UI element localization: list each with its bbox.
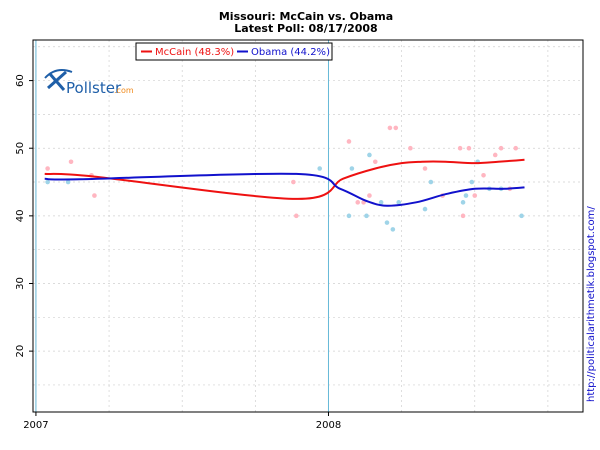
obama-poll-point: [422, 206, 428, 212]
obama-poll-point: [384, 220, 390, 225]
legend-obama-label: Obama (44.2%): [251, 47, 330, 58]
mccain-poll-point: [513, 145, 519, 151]
y-tick-label: 40: [15, 209, 26, 222]
obama-poll-point: [346, 213, 352, 219]
obama-poll-point: [469, 179, 475, 185]
y-tick-label: 20: [15, 345, 26, 358]
mccain-poll-point: [457, 145, 463, 151]
pollster-logo: Pollster .com: [44, 69, 134, 97]
obama-poll-point: [519, 213, 524, 219]
mccain-poll-point: [45, 166, 50, 171]
obama-poll-point: [378, 200, 384, 205]
mccain-poll-point: [346, 139, 352, 144]
x-axis: 2007 2008: [23, 412, 341, 431]
mccain-poll-point: [68, 159, 74, 165]
mccain-poll-point: [291, 179, 296, 185]
logo-x-icon: [47, 70, 67, 91]
mccain-poll-point: [460, 213, 466, 219]
obama-poll-point: [428, 179, 434, 185]
obama-poll-point: [367, 152, 372, 158]
chart-title: Missouri: McCain vs. Obama: [219, 10, 393, 23]
mccain-poll-point: [498, 145, 504, 151]
mccain-poll-point: [481, 172, 486, 178]
mccain-poll-point: [393, 125, 399, 131]
legend: McCain (48.3%) Obama (44.2%): [135, 42, 333, 61]
trend-lines: [44, 158, 525, 207]
logo-domain: .com: [114, 86, 134, 95]
obama-trend-line: [44, 172, 525, 207]
obama-poll-point: [65, 179, 71, 185]
y-tick-label: 50: [15, 142, 26, 155]
mccain-poll-point: [466, 145, 472, 151]
y-tick-label: 60: [15, 74, 26, 87]
logo-swoosh-icon: [44, 69, 73, 79]
year-markers: [35, 40, 329, 412]
y-tick-label: 30: [15, 277, 26, 290]
blog-url: http://politicalarithmetik.blogspot.com/: [586, 206, 597, 402]
grid: [33, 40, 583, 412]
mccain-poll-point: [387, 125, 393, 131]
obama-poll-point: [45, 179, 50, 185]
mccain-poll-point: [367, 193, 372, 198]
mccain-poll-point: [422, 166, 428, 171]
mccain-poll-point: [492, 152, 498, 158]
chart-subtitle: Latest Poll: 08/17/2008: [234, 22, 377, 35]
obama-poll-point: [364, 213, 369, 219]
obama-poll-point: [460, 200, 466, 205]
mccain-poll-point: [355, 200, 361, 205]
x-tick-label: 2007: [23, 420, 48, 431]
mccain-poll-point: [92, 193, 97, 198]
plot-frame: [32, 39, 584, 413]
mccain-trend-line: [44, 158, 525, 200]
obama-poll-point: [396, 200, 401, 205]
mccain-poll-point: [372, 159, 378, 165]
mccain-poll-point: [408, 145, 413, 151]
obama-poll-point: [349, 166, 355, 171]
logo-text: Pollster: [66, 79, 122, 97]
y-axis: 20 30 40 50 60: [15, 74, 33, 357]
legend-mccain-label: McCain (48.3%): [155, 47, 234, 58]
x-tick-label: 2008: [316, 420, 341, 431]
mccain-poll-point: [293, 213, 299, 219]
obama-poll-point: [390, 227, 396, 232]
data-points: [45, 125, 524, 232]
obama-poll-point: [463, 193, 469, 198]
mccain-poll-point: [472, 193, 478, 198]
obama-poll-point: [317, 166, 323, 171]
legend-box: [135, 42, 333, 61]
